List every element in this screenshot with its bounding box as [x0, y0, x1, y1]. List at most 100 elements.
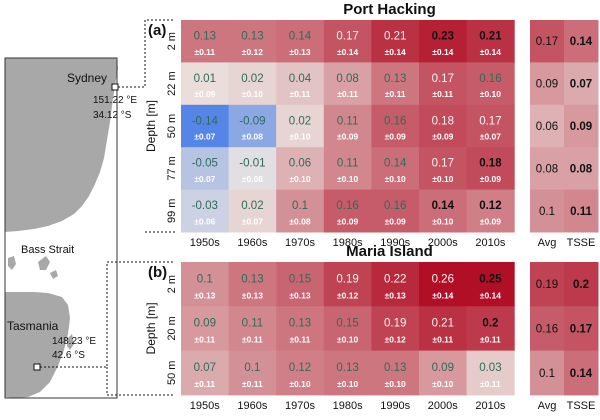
cell-error: ±0.13 — [194, 290, 215, 300]
cell-error: ±0.13 — [385, 290, 406, 300]
cell-error: ±0.10 — [480, 89, 501, 99]
cell-value: 0.17 — [479, 115, 501, 127]
cell-value: 0.11 — [337, 158, 359, 170]
cell-error: ±0.11 — [385, 89, 406, 99]
tsse-value: 0.08 — [570, 163, 593, 175]
heatmap-cell — [181, 306, 230, 352]
row-label: 2 m — [166, 32, 178, 50]
cell-error: ±0.12 — [337, 290, 358, 300]
column-label: 1990s — [380, 400, 410, 412]
panel-port-hacking: Port Hacking (a) Depth [m] 2 m 22 m 50 m 77 m 9… — [144, 1, 599, 249]
cell-value: 0.13 — [384, 73, 406, 85]
island-maria — [67, 334, 74, 350]
connector-maria — [40, 261, 175, 368]
cell-value: 0.11 — [242, 318, 264, 330]
avg-cell — [530, 62, 565, 106]
cell-error: ±0.11 — [480, 335, 501, 345]
heatmap-cell — [276, 147, 325, 191]
cell-value: 0.16 — [336, 200, 358, 212]
panel-maria-island: Maria Island (b) Depth [m] 2 m 20 m 50 m 1950s… — [144, 243, 599, 412]
cell-value: 0.17 — [336, 31, 358, 43]
landmass-tasmania — [5, 292, 70, 398]
cell-error: ±0.11 — [194, 379, 215, 389]
column-label: 2000s — [428, 400, 458, 412]
cell-error: ±0.11 — [194, 335, 215, 345]
avg-cell — [530, 306, 565, 352]
tsse-cell — [564, 189, 599, 233]
cell-value: 0.1 — [244, 362, 260, 374]
cell-error: ±0.06 — [194, 216, 215, 226]
cell-error: ±0.09 — [194, 89, 215, 99]
island-king — [8, 256, 16, 270]
cell-value: -0.05 — [192, 158, 218, 170]
heatmap-cell — [276, 306, 325, 352]
avg-cell — [530, 20, 565, 63]
tsse-cell — [564, 306, 599, 352]
heatmap-cell — [419, 147, 468, 191]
heatmap-cell — [371, 350, 420, 396]
cell-error: ±0.11 — [194, 47, 215, 57]
column-label: 1990s — [380, 237, 410, 249]
tsse-value: 0.09 — [570, 121, 592, 133]
cell-error: ±0.10 — [337, 379, 358, 389]
cell-error: ±0.07 — [242, 216, 263, 226]
heatmap-cell — [419, 350, 468, 396]
cell-value: -0.01 — [239, 158, 265, 170]
cell-value: 0.13 — [241, 273, 263, 285]
summary-column-label: Avg — [538, 400, 557, 412]
heatmap-cell — [466, 62, 515, 106]
landmass-australia — [5, 58, 118, 232]
cell-error: ±0.10 — [289, 132, 310, 142]
cell-error: ±0.07 — [194, 174, 215, 184]
heatmap-cell — [276, 20, 325, 63]
heatmap-cell — [466, 189, 515, 233]
cell-error: ±0.09 — [480, 174, 501, 184]
heatmap-cell — [419, 189, 468, 233]
cell-error: ±0.13 — [289, 290, 310, 300]
connector-maria-bottom — [106, 367, 175, 396]
heatmap-cell — [228, 350, 277, 396]
column-label: 1970s — [285, 237, 315, 249]
heatmap-cell — [419, 62, 468, 106]
heatmap-cell — [276, 104, 325, 148]
tsse-value: 0.2 — [573, 279, 589, 291]
cell-error: ±0.08 — [289, 216, 310, 226]
sydney-lon: 151.22 °E — [93, 95, 137, 106]
heatmap-cell — [181, 147, 230, 191]
row-label: 99 m — [166, 199, 178, 223]
tsse-cell — [564, 147, 599, 191]
cell-value: 0.13 — [194, 31, 216, 43]
sydney-label: Sydney — [67, 71, 107, 85]
heatmap-cell — [466, 350, 515, 396]
cell-value: 0.19 — [384, 318, 406, 330]
cell-error: ±0.10 — [432, 216, 453, 226]
heatmap-cell — [323, 306, 372, 352]
cell-error: ±0.10 — [432, 174, 453, 184]
heatmap-cell — [466, 147, 515, 191]
heatmap-cell — [323, 350, 372, 396]
avg-value: 0.1 — [539, 206, 555, 218]
column-label: 1950s — [190, 237, 220, 249]
heatmap-cell — [323, 262, 372, 307]
column-label: 1970s — [285, 400, 315, 412]
heatmap-cell — [371, 306, 420, 352]
panel-label: (b) — [148, 264, 167, 281]
y-axis-label: Depth [m] — [144, 100, 158, 152]
cell-value: -0.03 — [192, 200, 218, 212]
row-label: 50 m — [166, 361, 178, 385]
heatmap-cell — [276, 62, 325, 106]
heatmap-cell — [228, 147, 277, 191]
cell-value: 0.23 — [432, 31, 454, 43]
cell-error: ±0.11 — [480, 379, 501, 389]
cell-value: 0.2 — [482, 318, 498, 330]
row-label: 50 m — [166, 114, 178, 138]
column-label: 1980s — [333, 237, 363, 249]
heatmap-cell — [419, 104, 468, 148]
avg-value: 0.1 — [539, 368, 555, 380]
heatmap-cell — [228, 20, 277, 63]
bass-strait-label: Bass Strait — [21, 244, 74, 256]
cell-value: 0.16 — [479, 73, 501, 85]
heatmap-cell — [228, 62, 277, 106]
cell-value: 0.15 — [289, 273, 311, 285]
cell-error: ±0.14 — [432, 47, 453, 57]
